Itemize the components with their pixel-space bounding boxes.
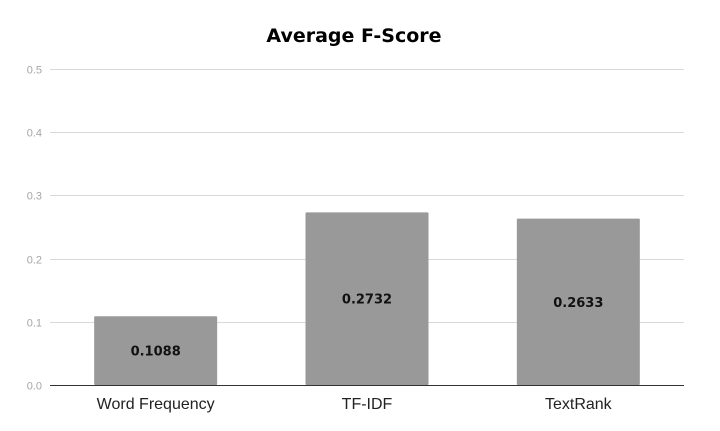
data-label: 0.1088 bbox=[131, 345, 181, 360]
y-tick-label: 0.3 bbox=[27, 191, 42, 203]
bar bbox=[94, 316, 218, 385]
bar bbox=[305, 212, 429, 385]
data-label: 0.2732 bbox=[342, 293, 392, 308]
y-tick-label: 0.2 bbox=[27, 255, 42, 267]
y-axis-ticks: 0.0 0.1 0.2 0.3 0.4 0.5 bbox=[27, 65, 42, 393]
x-category-label: TextRank bbox=[545, 396, 613, 413]
chart-title: Average F-Score bbox=[266, 25, 441, 47]
y-tick-label: 0.4 bbox=[27, 128, 42, 140]
x-category-label: TF-IDF bbox=[342, 396, 393, 413]
y-tick-label: 0.1 bbox=[27, 318, 42, 330]
x-category-label: Word Frequency bbox=[97, 396, 215, 413]
bars bbox=[94, 212, 640, 385]
y-tick-label: 0.0 bbox=[27, 381, 42, 393]
bar bbox=[516, 218, 640, 385]
y-tick-label: 0.5 bbox=[27, 65, 42, 77]
data-labels: 0.1088 0.2732 0.2633 bbox=[131, 293, 604, 360]
data-label: 0.2633 bbox=[553, 296, 603, 311]
x-axis-categories: Word Frequency TF-IDF TextRank bbox=[97, 396, 613, 413]
